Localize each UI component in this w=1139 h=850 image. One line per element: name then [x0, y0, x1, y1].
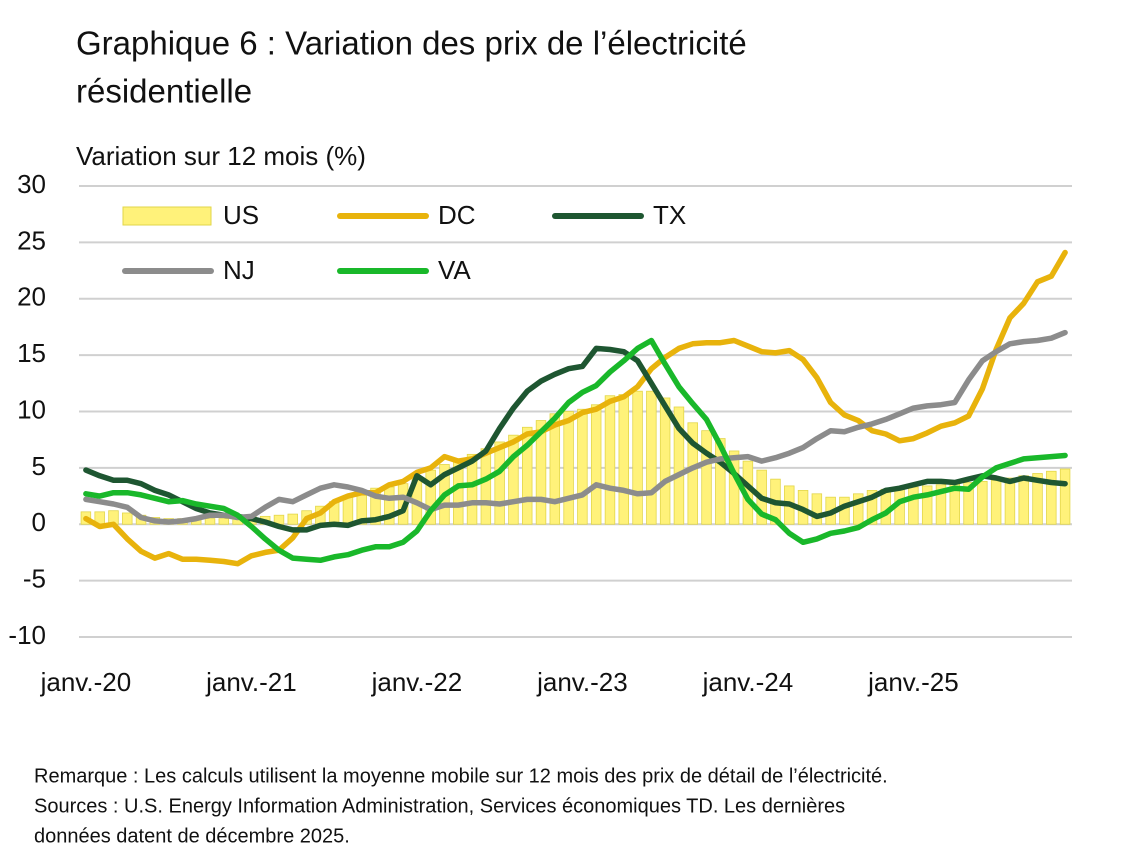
x-tick-label: janv.-22 — [371, 667, 463, 697]
bar — [1004, 477, 1016, 525]
x-tick-label: janv.-24 — [702, 667, 794, 697]
bar — [563, 411, 574, 525]
y-tick-label: 25 — [17, 225, 46, 255]
chart-title: résidentielle — [76, 73, 252, 110]
legend: US DC TX NJ VA — [122, 200, 686, 285]
legend-label: VA — [438, 255, 471, 285]
y-tick-label: 0 — [32, 507, 46, 537]
bar — [466, 453, 478, 525]
bar — [687, 422, 698, 525]
legend-label: NJ — [223, 255, 255, 285]
bar — [908, 486, 919, 525]
bar — [590, 404, 602, 525]
bar — [632, 390, 643, 525]
y-tick-label: 20 — [17, 282, 46, 312]
x-tick-label: janv.-25 — [867, 667, 959, 697]
bar — [715, 438, 726, 525]
note: Remarque : Les calculs utilisent la moye… — [34, 765, 888, 787]
bar — [853, 493, 864, 525]
x-tick-label: janv.-23 — [536, 667, 628, 697]
line — [83, 337, 1068, 564]
bar — [508, 434, 519, 525]
y-tick-label: 5 — [32, 451, 46, 481]
line — [83, 329, 1068, 525]
bar — [370, 487, 381, 525]
note: données datent de décembre 2025. — [34, 825, 350, 847]
plot — [80, 249, 1071, 567]
bar — [701, 430, 712, 525]
y-tick-label: 30 — [17, 169, 46, 199]
note: Sources : U.S. Energy Information Admini… — [34, 795, 845, 817]
x-tick-label: janv.-21 — [205, 667, 297, 697]
y-axis-label: Variation sur 12 mois (%) — [76, 141, 366, 171]
grid: -10 -5 0 5 10 15 20 25 30 janv.-20 janv.-21 janv.-2… — [8, 169, 1072, 697]
bar — [122, 512, 133, 525]
legend-swatch — [122, 206, 212, 226]
bar — [577, 408, 588, 525]
y-tick-label: 15 — [17, 338, 46, 368]
legend-label: TX — [653, 200, 686, 230]
bar — [522, 426, 533, 525]
bar — [494, 441, 505, 525]
bar — [963, 482, 974, 525]
legend-label: DC — [438, 200, 476, 230]
bar — [218, 518, 230, 525]
x-tick-label: janv.-20 — [40, 667, 132, 697]
bar — [287, 513, 298, 525]
bar — [1059, 468, 1071, 525]
bar — [204, 518, 216, 525]
bar — [673, 406, 685, 525]
line — [83, 249, 1068, 567]
bar — [1018, 475, 1029, 525]
bar — [1032, 473, 1043, 525]
bar — [535, 420, 547, 525]
bar — [935, 484, 947, 525]
bar — [646, 390, 657, 525]
bar — [866, 490, 878, 525]
bar — [990, 479, 1002, 525]
legend-label: US — [223, 200, 259, 230]
bar — [480, 448, 492, 525]
y-tick-label: -10 — [8, 620, 46, 650]
y-tick-label: -5 — [23, 564, 46, 594]
bar — [921, 485, 933, 525]
bar — [549, 413, 561, 525]
bar — [659, 397, 671, 525]
chart-title: Graphique 6 : Variation des prix de l’él… — [76, 25, 747, 62]
bar — [618, 394, 629, 525]
bar — [1046, 470, 1057, 525]
y-tick-label: 10 — [17, 394, 46, 424]
bar — [977, 481, 988, 525]
bar — [604, 395, 616, 525]
bar — [811, 493, 823, 525]
